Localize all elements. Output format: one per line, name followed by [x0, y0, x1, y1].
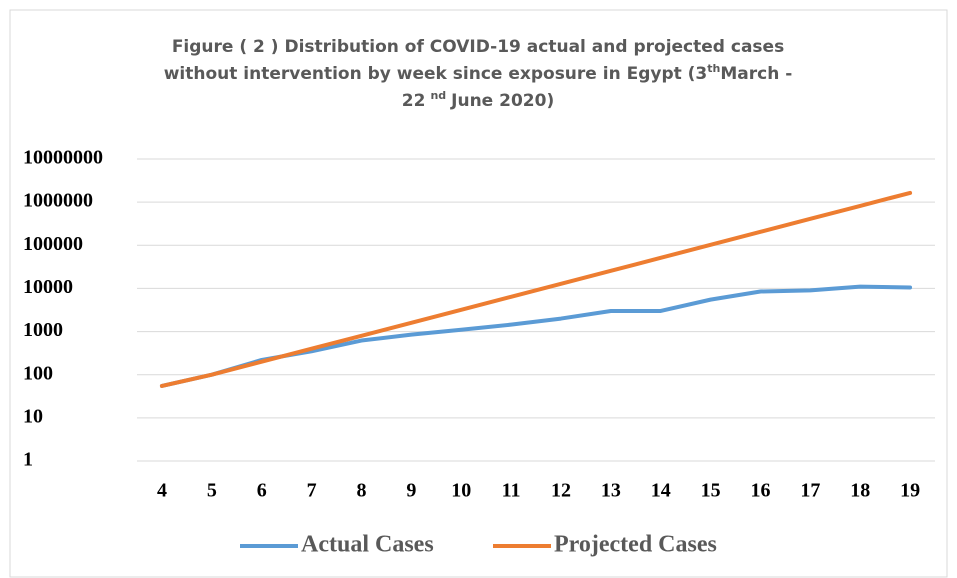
title-part: 22 — [402, 91, 426, 111]
x-tick-label: 17 — [800, 480, 820, 502]
y-tick-label: 10000 — [23, 276, 73, 298]
title-part: March - — [720, 64, 792, 84]
title-part: without intervention by week since expos… — [164, 64, 708, 84]
chart-title: 22 nd June 2020) — [402, 89, 554, 111]
y-tick-label: 1000000 — [23, 190, 93, 212]
title-part: June 2020) — [450, 91, 554, 111]
x-tick-label: 11 — [502, 480, 521, 502]
x-tick-label: 9 — [406, 480, 416, 502]
x-tick-label: 12 — [551, 480, 571, 502]
title-part: Figure ( 2 ) Distribution of COVID-19 ac… — [172, 37, 784, 57]
series-line — [159, 190, 913, 388]
x-tick-label: 19 — [900, 480, 920, 502]
x-tick-label: 4 — [157, 480, 167, 502]
chart-title: without intervention by week since expos… — [164, 62, 793, 84]
x-tick-label: 8 — [356, 480, 366, 502]
legend-label: Actual Cases — [301, 532, 434, 558]
x-tick-label: 16 — [750, 480, 770, 502]
chart-frame — [9, 9, 948, 578]
title-part: nd — [430, 89, 446, 102]
y-tick-label: 1000 — [23, 319, 63, 341]
y-tick-label: 100 — [23, 362, 53, 384]
x-tick-label: 5 — [207, 480, 217, 502]
chart-title: Figure ( 2 ) Distribution of COVID-19 ac… — [172, 37, 784, 57]
y-tick-label: 10000000 — [23, 147, 103, 169]
legend-label: Projected Cases — [554, 532, 717, 558]
y-tick-label: 100000 — [23, 233, 83, 255]
x-tick-label: 18 — [850, 480, 870, 502]
x-tick-label: 13 — [601, 480, 621, 502]
x-tick-label: 7 — [307, 480, 317, 502]
y-tick-label: 1 — [23, 449, 33, 471]
x-tick-label: 14 — [651, 480, 671, 502]
x-tick-label: 6 — [257, 480, 267, 502]
title-part: th — [707, 62, 720, 75]
y-tick-label: 10 — [23, 405, 43, 427]
x-tick-label: 10 — [451, 480, 471, 502]
x-tick-label: 15 — [701, 480, 721, 502]
